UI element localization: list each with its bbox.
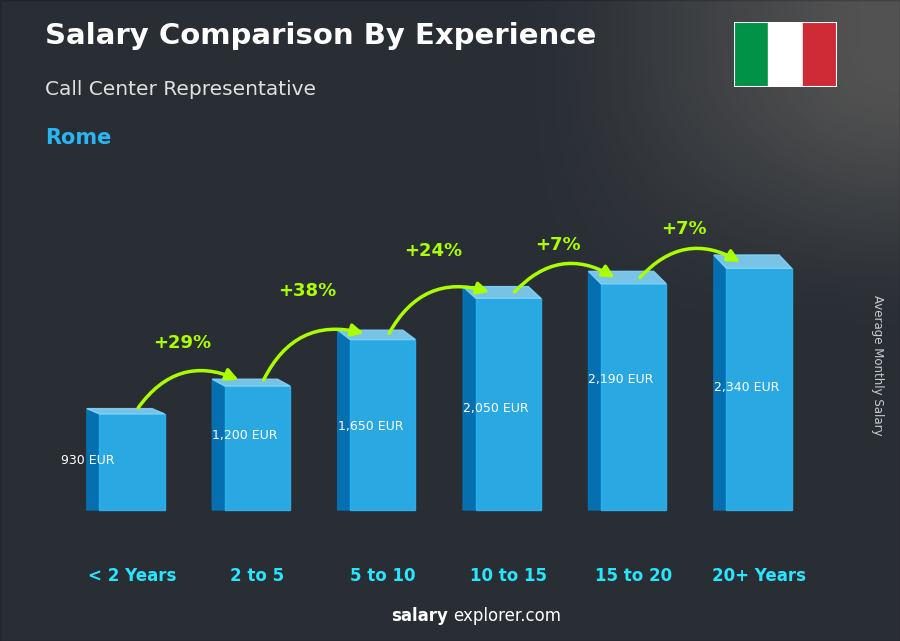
FancyArrowPatch shape [264,325,360,380]
FancyArrowPatch shape [515,263,611,292]
FancyArrowPatch shape [139,370,235,408]
Text: 930 EUR: 930 EUR [61,454,115,467]
Text: Rome: Rome [45,128,112,148]
Text: 1,650 EUR: 1,650 EUR [338,420,403,433]
Polygon shape [464,287,475,510]
Polygon shape [225,386,290,510]
Text: 1,200 EUR: 1,200 EUR [212,429,277,442]
Polygon shape [601,284,666,510]
Text: +7%: +7% [661,220,707,238]
Text: Average Monthly Salary: Average Monthly Salary [871,295,884,436]
Polygon shape [212,379,290,386]
Polygon shape [86,408,165,414]
FancyArrowPatch shape [640,248,737,278]
Polygon shape [714,255,792,269]
Text: +24%: +24% [404,242,462,260]
Text: 2,050 EUR: 2,050 EUR [463,402,528,415]
Text: +38%: +38% [278,282,337,300]
Text: salary: salary [392,607,448,625]
Polygon shape [726,269,792,510]
Polygon shape [212,379,225,510]
Text: Salary Comparison By Experience: Salary Comparison By Experience [45,22,596,51]
Polygon shape [714,255,726,510]
Text: 2,340 EUR: 2,340 EUR [714,381,779,394]
Polygon shape [589,271,601,510]
Polygon shape [338,330,416,340]
Text: 2,190 EUR: 2,190 EUR [589,372,653,385]
Text: +29%: +29% [153,334,211,352]
Polygon shape [475,298,541,510]
Text: Call Center Representative: Call Center Representative [45,80,316,99]
Text: explorer.com: explorer.com [453,607,561,625]
Polygon shape [86,408,99,510]
Polygon shape [99,414,165,510]
Bar [803,22,837,87]
Text: +7%: +7% [536,236,581,254]
FancyArrowPatch shape [389,283,486,333]
Bar [768,22,803,87]
Bar [734,22,768,87]
Polygon shape [464,287,541,298]
Polygon shape [350,340,416,510]
Polygon shape [338,330,350,510]
Polygon shape [589,271,666,284]
